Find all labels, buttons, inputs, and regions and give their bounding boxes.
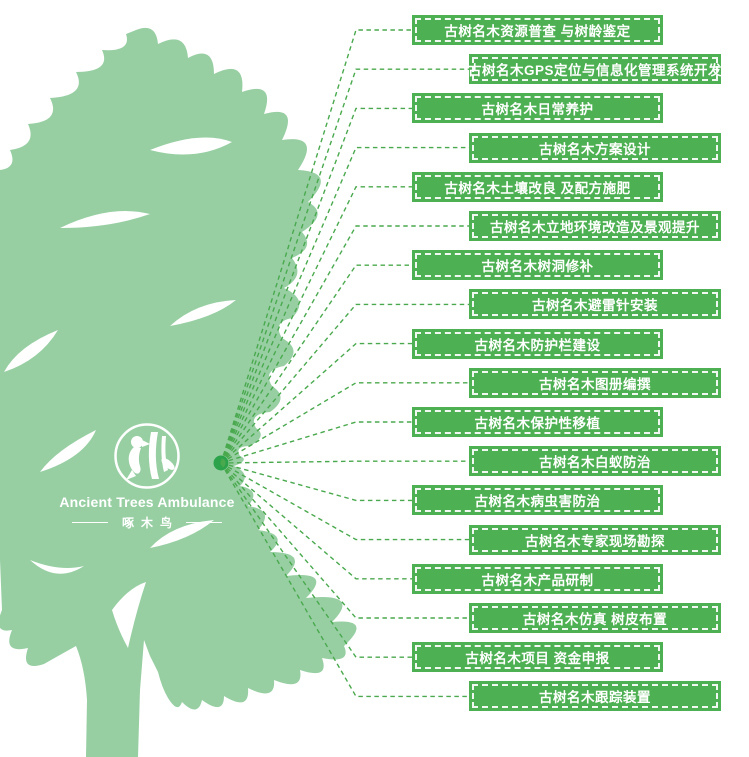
service-banner-label: 古树名木防护栏建设 — [474, 337, 601, 353]
subtitle-left-rule — [71, 521, 108, 524]
service-banner-label: 古树名木方案设计 — [539, 141, 651, 157]
banner-dashed-border — [472, 214, 718, 238]
canopy-gap — [112, 582, 146, 648]
logo-subtitle-row: 啄木鸟 — [71, 514, 222, 531]
service-banner: 古树名木病虫害防治 — [412, 485, 663, 516]
connector-line — [220, 460, 469, 464]
service-banner-label: 古树名木日常养护 — [481, 102, 594, 118]
service-banner-label: 古树名木白蚁防治 — [539, 455, 651, 471]
service-banner-label: 古树名木GPS定位与信息化管理系统开发 — [468, 63, 723, 79]
service-banner: 古树名木跟踪装置 — [469, 681, 721, 712]
service-banner-label: 古树名木避雷针安装 — [532, 298, 658, 314]
canopy-gap — [170, 300, 236, 326]
connector-line — [220, 462, 412, 658]
banner-dashed-border — [415, 253, 660, 278]
banner-dashed-border — [472, 292, 718, 317]
subtitle-right-rule — [186, 521, 222, 524]
service-banner-label: 古树名木树洞修补 — [481, 259, 594, 275]
service-banner-label: 古树名木跟踪装置 — [539, 690, 651, 706]
logo-title: Ancient Trees Ambulance — [59, 494, 235, 510]
connector-line — [220, 382, 469, 464]
banner-dashed-border — [415, 645, 660, 670]
service-banner: 古树名木土壤改良 及配方施肥 — [412, 171, 663, 202]
service-banner: 古树名木项目 资金申报 — [412, 642, 663, 673]
service-banner: 古树名木防护栏建设 — [412, 328, 663, 359]
service-banner-label: 古树名木专家现场勘探 — [525, 533, 665, 549]
connector-line — [220, 29, 412, 464]
connector-line — [220, 342, 412, 464]
service-banner: 古树名木方案设计 — [469, 132, 721, 163]
service-banner-label: 古树名木仿真 树皮布置 — [522, 612, 668, 627]
tree-canopy-shape — [0, 27, 357, 757]
connector-line — [220, 462, 469, 698]
service-banner: 古树名木资源普查 与树龄鉴定 — [412, 15, 663, 45]
banner-dashed-border — [415, 18, 660, 42]
banner-dashed-border — [415, 488, 660, 513]
canopy-gap — [150, 137, 232, 155]
service-banner-label: 古树名木项目 资金申报 — [465, 651, 610, 667]
connector-line — [220, 462, 412, 502]
service-banner: 古树名木树洞修补 — [412, 250, 663, 281]
canopy-gap — [40, 430, 96, 472]
banner-dashed-border — [472, 606, 718, 630]
banner-dashed-border — [472, 684, 718, 709]
service-banner: 古树名木产品研制 — [412, 563, 663, 594]
service-banner-label: 古树名木保护性移植 — [474, 416, 601, 431]
connector-line — [220, 462, 469, 541]
canopy-gap — [4, 330, 58, 372]
service-banner-label: 古树名木资源普查 与树龄鉴定 — [444, 24, 631, 39]
banner-dashed-border — [415, 96, 660, 121]
service-banner: 古树名木避雷针安装 — [469, 289, 721, 320]
canopy-gap — [150, 520, 214, 548]
banner-dashed-border — [472, 57, 718, 82]
service-banner: 古树名木专家现场勘探 — [469, 524, 721, 555]
logo-subtitle: 啄木鸟 — [121, 516, 179, 530]
connector-line — [220, 107, 412, 464]
service-banner: 古树名木仿真 树皮布置 — [469, 603, 721, 633]
canopy-branch-gaps — [4, 137, 236, 648]
service-banner-label: 古树名木土壤改良 及配方施肥 — [444, 180, 631, 196]
service-banner-label: 古树名木图册编撰 — [539, 376, 651, 392]
service-banner: 古树名木图册编撰 — [469, 367, 721, 398]
banner-dashed-border — [415, 410, 660, 434]
service-banner: 古树名木日常养护 — [412, 93, 663, 124]
banner-dashed-border — [472, 449, 718, 474]
service-banner-label: 古树名木立地环境改造及景观提升 — [490, 220, 700, 235]
logo: Ancient Trees Ambulance 啄木鸟 — [59, 420, 235, 531]
service-banner: 古树名木立地环境改造及景观提升 — [469, 211, 721, 241]
connector-line — [220, 303, 469, 464]
service-banner: 古树名木GPS定位与信息化管理系统开发 — [468, 54, 723, 85]
banner-dashed-border — [415, 174, 660, 199]
connector-line — [220, 462, 469, 619]
service-banner: 古树名木保护性移植 — [412, 407, 663, 437]
banner-dashed-border — [415, 331, 660, 356]
connector-line — [220, 462, 412, 580]
connector-line — [220, 421, 412, 464]
banner-dashed-border — [472, 370, 718, 395]
woodpecker-logo-icon — [114, 423, 180, 489]
banner-dashed-border — [415, 566, 660, 591]
connector-line — [220, 146, 469, 464]
canopy-gap — [30, 560, 84, 574]
banner-dashed-border — [472, 527, 718, 552]
connector-line — [220, 225, 469, 464]
connector-line — [220, 68, 469, 464]
service-banner-label: 古树名木产品研制 — [481, 572, 594, 588]
banner-dashed-border — [472, 135, 718, 160]
service-banner-label: 古树名木病虫害防治 — [474, 494, 601, 510]
canopy-gap — [60, 211, 150, 228]
service-banner: 古树名木白蚁防治 — [469, 446, 721, 477]
connector-line — [220, 186, 412, 464]
